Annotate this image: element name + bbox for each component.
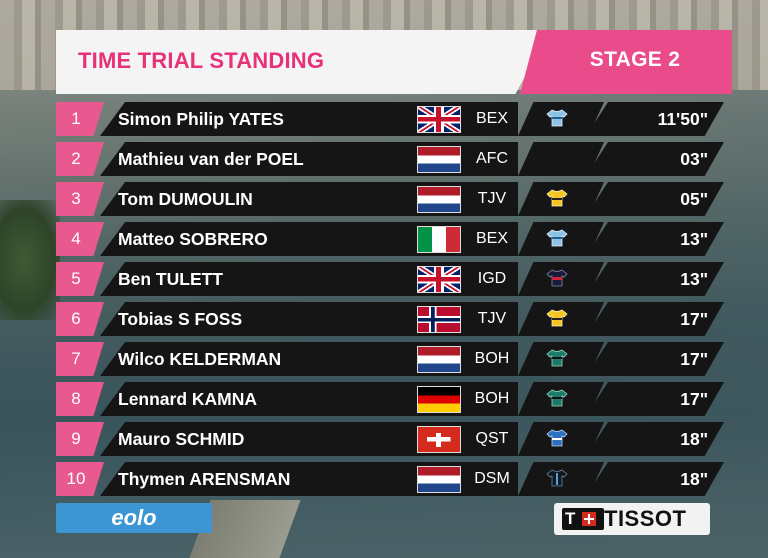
- time-cell: [586, 462, 724, 496]
- position-number: 5: [71, 269, 81, 288]
- stage-label: STAGE 2: [589, 48, 681, 71]
- background-trees: [0, 200, 60, 320]
- netherlands-flag-icon: [417, 346, 461, 373]
- norway-flag-icon: [417, 306, 461, 333]
- jersey-icon: [546, 349, 568, 367]
- table-row: 5 Ben TULETT IGD 13": [56, 262, 724, 296]
- time-gap: 17": [680, 389, 708, 409]
- time-gap: 17": [680, 349, 708, 369]
- jersey-icon: [546, 309, 568, 327]
- table-row: 9 Mauro SCHMID QST 18": [56, 422, 724, 456]
- position-number: 10: [66, 469, 86, 488]
- table-row: 4 Matteo SOBRERO BEX 13": [56, 222, 724, 256]
- time-cell: [586, 382, 724, 416]
- jersey-icon: [546, 269, 568, 287]
- time-gap: 03": [680, 149, 708, 169]
- time-gap: 18": [680, 469, 708, 489]
- time-gap: 05": [680, 189, 708, 209]
- jersey-icon: [546, 429, 568, 447]
- header-title-panel: [56, 30, 550, 94]
- netherlands-flag-icon: [417, 186, 461, 213]
- time-cell: [586, 182, 724, 216]
- switzerland-flag-icon: [417, 426, 461, 453]
- team-code: QST: [475, 430, 509, 447]
- rider-name: Matteo SOBRERO: [118, 229, 268, 249]
- germany-flag-icon: [417, 386, 461, 413]
- position-number: 6: [71, 309, 81, 328]
- table-row: 3 Tom DUMOULIN TJV 05": [56, 182, 724, 216]
- italy-flag-icon: [417, 226, 461, 253]
- rider-name: Tobias S FOSS: [118, 309, 243, 329]
- rider-name: Lennard KAMNA: [118, 389, 258, 409]
- table-row: 2 Mathieu van der POEL AFC 03": [56, 142, 724, 176]
- netherlands-flag-icon: [417, 466, 461, 493]
- jersey-icon: [546, 189, 568, 207]
- position-number: 4: [71, 229, 81, 248]
- time-cell: [586, 222, 724, 256]
- team-code: BOH: [474, 350, 510, 367]
- table-row: 8 Lennard KAMNA BOH 17": [56, 382, 724, 416]
- rider-name: Thymen ARENSMAN: [118, 469, 291, 489]
- position-number: 8: [71, 389, 81, 408]
- time-gap: 11'50": [657, 109, 708, 129]
- gb-flag-icon: [417, 266, 461, 293]
- time-cell: [586, 342, 724, 376]
- team-code: BOH: [474, 390, 510, 407]
- jersey-icon: [546, 229, 568, 247]
- position-number: 9: [71, 429, 81, 448]
- team-code: BEX: [475, 110, 508, 127]
- rider-name: Simon Philip YATES: [118, 109, 284, 129]
- gb-flag-icon: [417, 106, 461, 133]
- time-gap: 13": [680, 269, 708, 289]
- standings-title: TIME TRIAL STANDING: [78, 48, 325, 73]
- time-gap: 17": [680, 309, 708, 329]
- rider-name: Mauro SCHMID: [118, 429, 245, 449]
- header-stage-panel: [520, 30, 732, 94]
- position-number: 3: [71, 189, 81, 208]
- eolo-sponsor-badge: [56, 503, 212, 533]
- tissot-logo-text: TISSOT: [604, 506, 687, 531]
- team-code: DSM: [474, 470, 510, 487]
- eolo-logo: eolo: [111, 505, 157, 530]
- jersey-icon: [546, 109, 568, 127]
- team-code: TJV: [477, 190, 507, 207]
- table-row: 10 Thymen ARENSMAN DSM 18": [56, 462, 724, 496]
- jersey-icon: [546, 389, 568, 407]
- rider-name: Tom DUMOULIN: [118, 189, 253, 209]
- team-code: BEX: [475, 230, 508, 247]
- time-cell: [586, 262, 724, 296]
- jersey-icon: [546, 469, 568, 487]
- time-cell: [586, 102, 724, 136]
- position-number: 1: [71, 109, 81, 128]
- tissot-logo-icon: T: [562, 508, 604, 530]
- time-gap: 18": [680, 429, 708, 449]
- rider-name: Wilco KELDERMAN: [118, 349, 282, 369]
- rider-name: Ben TULETT: [118, 269, 223, 289]
- team-code: IGD: [477, 270, 507, 287]
- rider-name: Mathieu van der POEL: [118, 149, 304, 169]
- position-number: 2: [71, 149, 81, 168]
- team-code: AFC: [476, 150, 508, 167]
- table-row: 1 Simon Philip YATES BEX 11'50": [56, 102, 724, 136]
- table-row: 6 Tobias S FOSS TJV 17": [56, 302, 724, 336]
- time-cell: [586, 422, 724, 456]
- jersey-cell: [518, 142, 604, 176]
- netherlands-flag-icon: [417, 146, 461, 173]
- time-cell: [586, 302, 724, 336]
- time-gap: 13": [680, 229, 708, 249]
- team-code: TJV: [477, 310, 507, 327]
- position-number: 7: [71, 349, 81, 368]
- time-cell: [586, 142, 724, 176]
- table-row: 7 Wilco KELDERMAN BOH 17": [56, 342, 724, 376]
